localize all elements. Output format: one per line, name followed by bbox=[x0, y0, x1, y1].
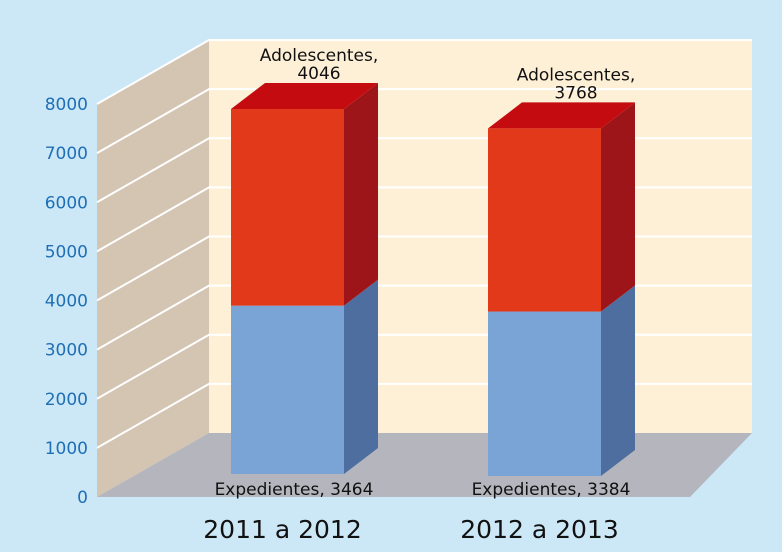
floor bbox=[97, 433, 752, 497]
bar-expedientes-1 bbox=[488, 311, 601, 476]
y-tick-label: 3000 bbox=[45, 341, 88, 361]
bar-side-adolescentes-0 bbox=[344, 83, 378, 306]
y-tick-label: 5000 bbox=[45, 242, 88, 262]
bar-adolescentes-0 bbox=[231, 109, 344, 306]
y-tick-label: 6000 bbox=[45, 193, 88, 213]
x-category-label: 2011 a 2012 bbox=[203, 515, 361, 544]
y-tick-label: 4000 bbox=[45, 292, 88, 312]
x-category-label: 2012 a 2013 bbox=[460, 515, 618, 544]
data-label-expedientes: Expedientes, 3464 bbox=[215, 480, 374, 500]
y-tick-label: 0 bbox=[77, 488, 88, 508]
bar-top-0 bbox=[231, 83, 378, 110]
y-tick-label: 2000 bbox=[45, 390, 88, 410]
data-label-adolescentes: Adolescentes, bbox=[517, 65, 636, 85]
data-label-adolescentes-value: 4046 bbox=[297, 64, 340, 84]
data-label-adolescentes: Adolescentes, bbox=[260, 46, 379, 66]
gridline bbox=[96, 88, 752, 154]
data-label-adolescentes-value: 3768 bbox=[554, 83, 597, 103]
y-tick-label: 7000 bbox=[45, 144, 88, 164]
bar-adolescentes-1 bbox=[488, 128, 601, 312]
gridline bbox=[96, 39, 752, 105]
y-tick-label: 1000 bbox=[45, 439, 88, 459]
bar-side-expedientes-0 bbox=[344, 279, 378, 474]
y-tick-label: 8000 bbox=[45, 95, 88, 115]
bar-side-adolescentes-1 bbox=[601, 102, 635, 312]
data-label-expedientes: Expedientes, 3384 bbox=[472, 480, 631, 500]
bar-top-1 bbox=[488, 102, 635, 129]
bar-side-expedientes-1 bbox=[601, 285, 635, 476]
bar-expedientes-0 bbox=[231, 305, 344, 474]
